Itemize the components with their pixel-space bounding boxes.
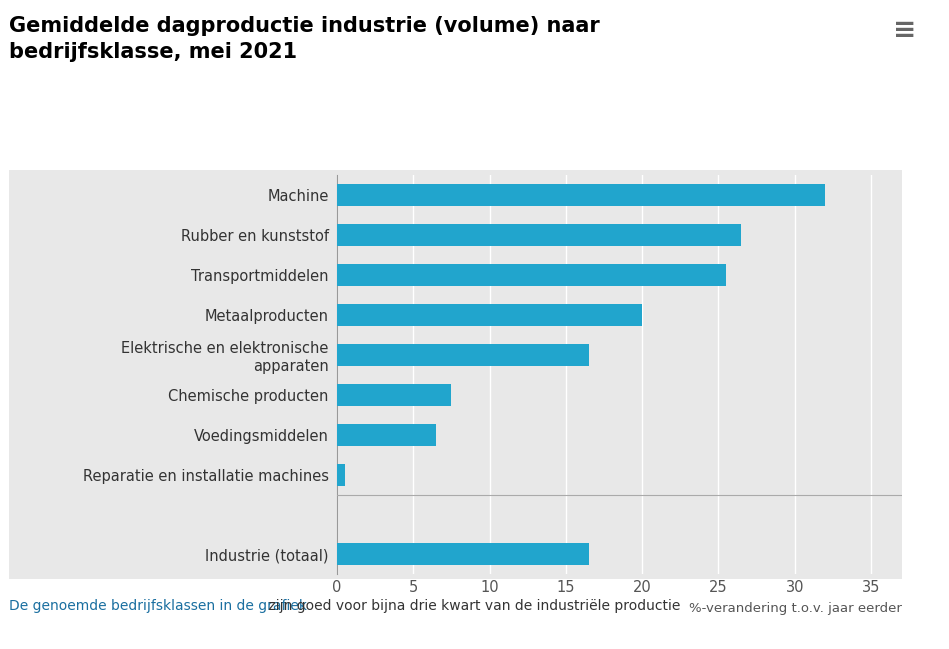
Bar [337,344,588,366]
X-axis label: %-verandering t.o.v. jaar eerder: %-verandering t.o.v. jaar eerder [689,602,902,615]
Bar [337,304,642,326]
Text: De genoemde bedrijfsklassen in de grafiek zijn goed voor bijna drie kwart van de: De genoemde bedrijfsklassen in de grafie… [9,599,724,613]
Bar [337,224,741,246]
Text: ≡: ≡ [893,16,916,44]
Text: bedrijfsklasse, mei 2021: bedrijfsklasse, mei 2021 [9,42,298,62]
Bar [337,543,588,565]
Bar [337,463,344,485]
Bar [337,384,452,406]
Bar [337,424,437,446]
Text: zijn goed voor bijna drie kwart van de industriële productie: zijn goed voor bijna drie kwart van de i… [264,599,680,613]
Text: Gemiddelde dagproductie industrie (volume) naar: Gemiddelde dagproductie industrie (volum… [9,16,600,36]
Bar [337,264,726,286]
Text: De genoemde bedrijfsklassen in de grafiek: De genoemde bedrijfsklassen in de grafie… [9,599,307,613]
Bar [337,184,826,206]
